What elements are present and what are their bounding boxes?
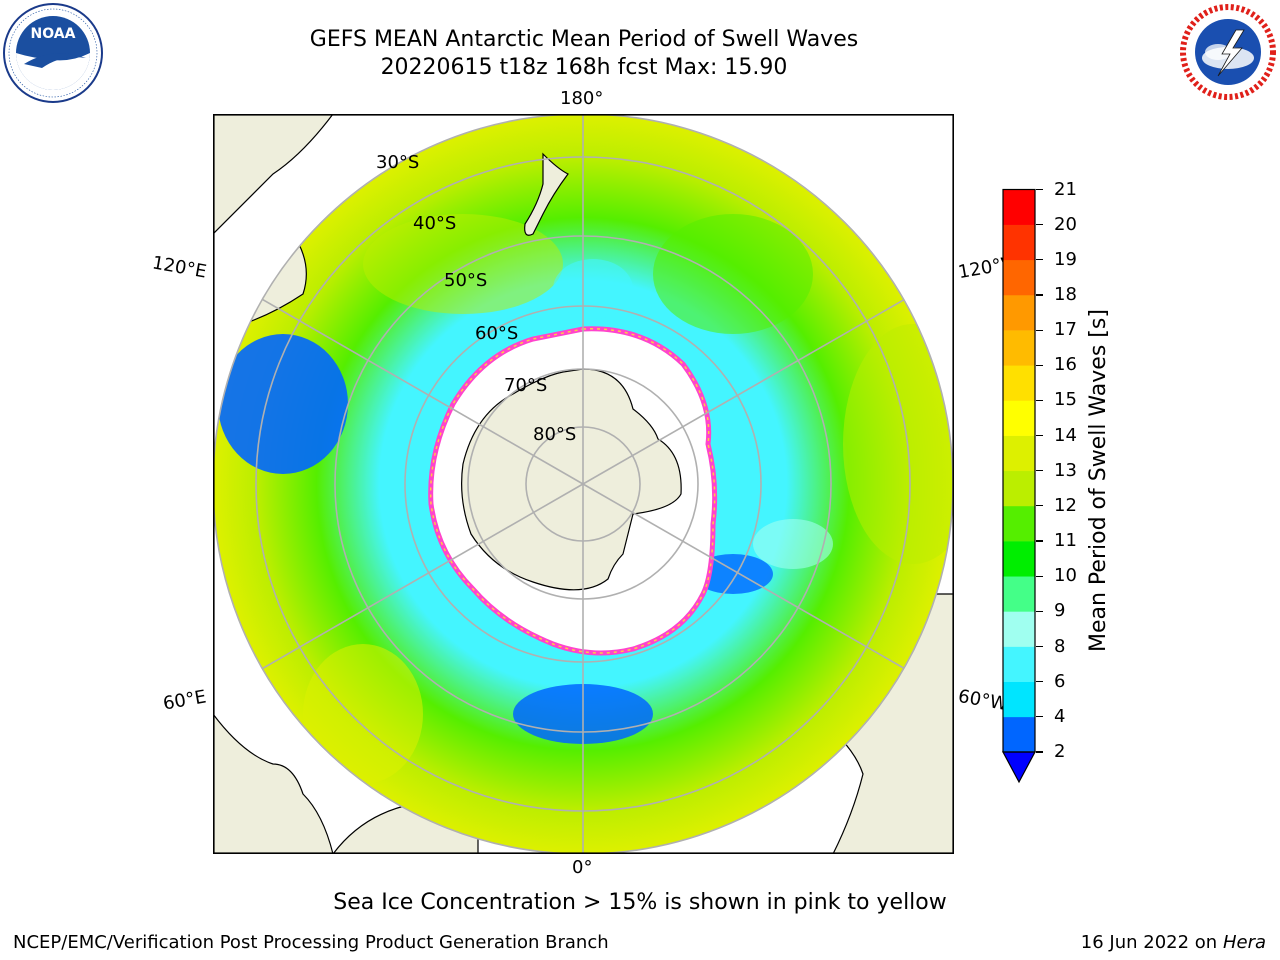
colorbar-segment	[1003, 365, 1035, 401]
colorbar-segment	[1003, 435, 1035, 472]
colorbar-segment	[1003, 541, 1035, 577]
colorbar-tick-label: 10	[1054, 565, 1077, 587]
footer-date-text: 16 Jun 2022 on	[1080, 932, 1218, 953]
sea-ice-note: Sea Ice Concentration > 15% is shown in …	[333, 890, 947, 915]
colorbar-segment	[1003, 330, 1035, 366]
colorbar-segment	[1003, 294, 1035, 331]
colorbar-tick-mark	[1036, 294, 1043, 296]
lat-label-80s: 80°S	[533, 424, 577, 445]
colorbar-tick-mark	[1036, 470, 1043, 472]
colorbar-tick-label: 21	[1054, 178, 1077, 200]
graticule	[213, 114, 953, 854]
colorbar-tick-mark	[1036, 364, 1043, 366]
lon-label-120e: 120°E	[150, 252, 209, 283]
colorbar-tick-mark	[1036, 610, 1043, 612]
land-corner-bl	[213, 713, 334, 854]
lon-label-180: 180°	[560, 88, 604, 109]
colorbar-tick-label: 9	[1054, 600, 1066, 622]
colorbar	[1002, 188, 1036, 784]
land-antarctica	[461, 368, 682, 591]
colorbar-segment	[1003, 259, 1035, 296]
footer-date: 16 Jun 2022 on Hera	[1081, 932, 1266, 953]
lat-label-60s: 60°S	[475, 323, 519, 344]
colorbar-tick-label: 14	[1054, 424, 1077, 446]
land-new-zealand	[524, 152, 569, 236]
colorbar-tick-mark	[1036, 716, 1043, 718]
colorbar-tick-label: 19	[1054, 248, 1077, 270]
colorbar-segment	[1003, 505, 1035, 542]
colorbar-label: Mean Period of Swell Waves [s]	[1086, 309, 1111, 652]
colorbar-tick-label: 6	[1054, 670, 1066, 692]
colorbar-tick-label: 2	[1054, 741, 1066, 762]
nws-logo-icon	[1180, 4, 1276, 100]
swell-patch-low	[218, 334, 348, 474]
lon-label-60e: 60°E	[161, 686, 208, 715]
noaa-logo-text: NOAA	[31, 26, 76, 42]
colorbar-segment	[1003, 470, 1035, 507]
colorbar-tick-mark	[1036, 224, 1043, 226]
colorbar-segment	[1003, 646, 1035, 682]
colorbar-tick-label: 17	[1054, 319, 1077, 341]
colorbar-segment	[1003, 189, 1035, 225]
lat-label-40s: 40°S	[413, 213, 457, 234]
land-corner-tl	[213, 114, 334, 235]
colorbar-tick-mark	[1036, 540, 1043, 542]
colorbar-tick-mark	[1036, 575, 1043, 577]
colorbar-tick-mark	[1036, 399, 1043, 402]
footer-credit: NCEP/EMC/Verification Post Processing Pr…	[13, 932, 609, 953]
colorbar-tick-mark	[1036, 188, 1043, 191]
lat-label-30s: 30°S	[376, 152, 420, 173]
colorbar-tick-mark	[1036, 329, 1043, 331]
map-border	[213, 114, 954, 854]
colorbar-tick-mark	[1036, 434, 1043, 437]
colorbar-segment	[1003, 681, 1035, 718]
colorbar-tick-mark	[1036, 259, 1043, 261]
lat-label-70s: 70°S	[504, 375, 548, 396]
colorbar-tick-label: 16	[1054, 354, 1077, 376]
colorbar-segment	[1003, 576, 1035, 612]
lon-label-0: 0°	[572, 857, 593, 878]
map-title: GEFS MEAN Antarctic Mean Period of Swell…	[309, 27, 859, 52]
colorbar-segment	[1003, 224, 1035, 261]
colorbar-tick-label: 12	[1054, 494, 1077, 516]
colorbar-tick-label: 8	[1054, 635, 1066, 657]
colorbar-tick-mark	[1036, 681, 1043, 683]
colorbar-tick-label: 13	[1054, 459, 1077, 481]
footer-host: Hera	[1222, 932, 1266, 953]
colorbar-segment	[1003, 400, 1035, 436]
colorbar-segment	[1003, 611, 1035, 647]
colorbar-tick-label: 11	[1054, 530, 1077, 552]
map-subtitle: 20220615 t18z 168h fcst Max: 15.90	[380, 55, 788, 80]
colorbar-tick-label: 4	[1054, 705, 1066, 727]
colorbar-tick-label: 15	[1054, 389, 1077, 411]
lat-label-50s: 50°S	[444, 270, 488, 291]
polar-map	[213, 114, 954, 854]
colorbar-tick-label: 20	[1054, 213, 1077, 235]
noaa-logo-icon: NOAA	[3, 3, 103, 103]
colorbar-underflow-triangle	[1002, 751, 1036, 784]
colorbar-tick-label: 18	[1054, 283, 1077, 305]
colorbar-tick-mark	[1036, 751, 1043, 753]
colorbar-segment	[1003, 716, 1035, 753]
colorbar-tick-mark	[1036, 645, 1043, 648]
colorbar-tick-mark	[1036, 505, 1043, 507]
